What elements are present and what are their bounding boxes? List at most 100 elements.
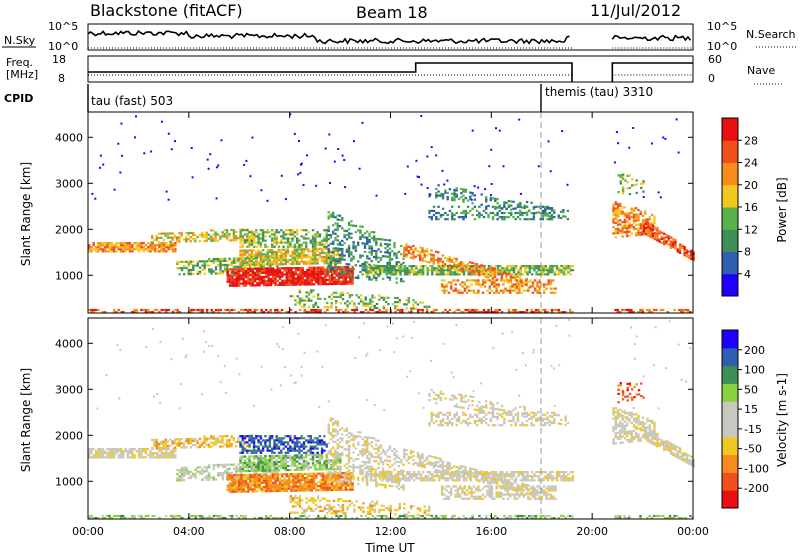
power-cell [312, 272, 316, 276]
power-cell [239, 245, 242, 248]
power-cell [359, 270, 362, 274]
power-cell [238, 272, 241, 275]
power-cell [493, 269, 497, 272]
power-cell [128, 248, 132, 251]
power-cell [569, 265, 572, 268]
power-cell [663, 243, 666, 246]
power-cell [314, 252, 317, 255]
power-cell [299, 281, 302, 284]
power-cell [131, 244, 134, 247]
power-cell [165, 308, 168, 312]
power-cell [108, 248, 111, 251]
power-cell [649, 229, 652, 232]
power-cell [291, 239, 294, 242]
power-cell [567, 265, 570, 268]
power-cell [335, 278, 338, 281]
power-cell [137, 250, 141, 253]
power-cell [359, 231, 362, 234]
power-cell [430, 249, 433, 252]
power-cell [614, 215, 617, 218]
power-cell [466, 308, 470, 312]
velocity-cell [230, 437, 233, 440]
power-cell [264, 231, 267, 234]
velocity-cell [297, 477, 300, 480]
power-cell [246, 308, 250, 312]
velocity-cell [101, 454, 104, 457]
power-cell [535, 265, 538, 268]
power-cell [212, 237, 215, 240]
power-cell [249, 267, 252, 270]
power-cell [625, 224, 629, 227]
power-cell [491, 197, 495, 200]
velocity-cell [205, 468, 209, 471]
velocity-cell [207, 443, 211, 446]
power-cell [549, 279, 553, 282]
power-cell [397, 250, 401, 253]
power-cell [421, 259, 424, 262]
power-cell [259, 243, 263, 246]
power-cell [367, 265, 370, 268]
power-cell [462, 200, 465, 203]
power-cell [187, 232, 190, 235]
power-cell [217, 311, 220, 314]
power-cell [235, 278, 239, 281]
velocity-cell [311, 464, 315, 467]
velocity-cell [164, 446, 167, 449]
power-cell [266, 229, 269, 232]
power-cell [435, 194, 438, 197]
power-cell [199, 311, 202, 314]
power-cell [286, 248, 290, 251]
power-cell [672, 246, 675, 249]
power-cell [419, 271, 423, 274]
velocity-cell [330, 468, 333, 471]
power-cell [280, 308, 284, 312]
power-cell [564, 273, 568, 276]
power-cell [543, 283, 546, 286]
power-cell [440, 273, 443, 276]
power-cell [298, 243, 301, 246]
power-cell [310, 268, 313, 271]
power-cell [612, 213, 615, 216]
power-cell [341, 256, 344, 259]
power-cell [296, 258, 299, 261]
power-cell [653, 225, 656, 229]
power-cell [323, 247, 326, 250]
power-cell [244, 270, 248, 273]
power-cell [267, 282, 270, 285]
power-cell [657, 191, 660, 194]
power-cell [511, 283, 514, 286]
power-cell [468, 285, 471, 288]
power-cell [619, 180, 622, 183]
power-cell [251, 267, 254, 270]
velocity-cell [291, 458, 294, 461]
power-cell [327, 260, 331, 263]
power-cell [157, 236, 161, 239]
power-cell [659, 308, 663, 312]
power-cell [296, 250, 299, 253]
velocity-cell [342, 484, 345, 487]
velocity-cell [318, 457, 322, 461]
velocity-cell [264, 435, 267, 438]
power-cell [251, 311, 254, 314]
power-cell [421, 257, 424, 260]
power-cell [251, 280, 254, 283]
power-cell [256, 269, 259, 272]
power-cell [412, 253, 415, 256]
power-cell [382, 305, 386, 308]
power-cell [448, 188, 452, 191]
power-cell [310, 308, 313, 312]
velocity-cell [187, 442, 190, 445]
power-cell [290, 271, 293, 274]
velocity-cell [131, 452, 134, 455]
power-cell [628, 146, 631, 149]
power-cell [478, 311, 481, 314]
power-cell [243, 261, 247, 265]
velocity-cell [291, 456, 294, 459]
velocity-cell [153, 440, 156, 443]
power-cell [176, 311, 179, 314]
velocity-cell [294, 487, 298, 490]
power-cell [300, 235, 303, 238]
velocity-cell [246, 461, 249, 464]
power-cell [200, 235, 204, 238]
velocity-cell [333, 478, 336, 481]
